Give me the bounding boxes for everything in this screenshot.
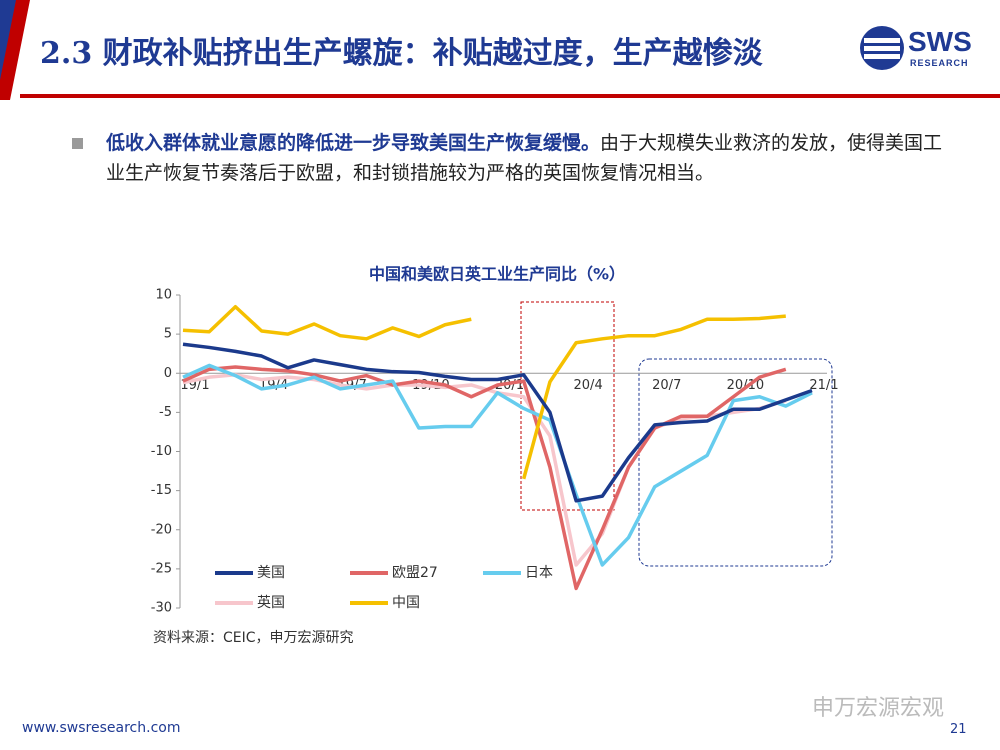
y-tick-label: -10 <box>151 444 172 459</box>
logo: SWS RESEARCH <box>858 24 988 74</box>
highlight-box <box>520 301 615 511</box>
chart: 中国和美欧日英工业生产同比（%） 资料来源：CEIC，申万宏源研究 10 5 0 -5… <box>151 265 839 647</box>
legend-label: 日本 <box>525 565 553 581</box>
bullet-marker <box>72 138 83 149</box>
y-tick-label: -20 <box>151 522 172 537</box>
header-accent <box>0 0 16 80</box>
legend-label: 英国 <box>257 594 285 611</box>
legend-label: 欧盟27 <box>392 565 438 581</box>
bullet-text: 由于大规模失业救济的发放，使得美国工业生产恢复节奏落后于欧盟，和封锁措施较为严格… <box>106 132 943 184</box>
logo-subtext: RESEARCH <box>910 58 969 68</box>
y-tick-label: 10 <box>155 288 172 303</box>
series-line <box>182 304 786 480</box>
y-tick-label: -15 <box>151 483 172 498</box>
y-tick-label: 5 <box>164 327 172 342</box>
y-tick-label: -25 <box>151 561 172 576</box>
logo-text: SWS <box>908 26 972 57</box>
bullet-bold: 低收入群体就业意愿的降低进一步导致美国生产恢复缓慢。 <box>106 132 601 154</box>
series-line <box>182 342 813 503</box>
x-tick-label: 20/7 <box>652 378 681 393</box>
header-rule <box>20 94 1000 98</box>
y-tick-label: -30 <box>151 601 172 616</box>
series-line <box>182 373 787 567</box>
chart-title: 中国和美欧日英工业生产同比（%） <box>369 265 625 284</box>
series-line <box>182 365 787 591</box>
x-tick-label: 20/4 <box>574 378 603 393</box>
source-note: 资料来源：CEIC，申万宏源研究 <box>153 630 354 646</box>
bullet: 低收入群体就业意愿的降低进一步导致美国生产恢复缓慢。由于大规模失业救济的发放，使… <box>70 128 950 188</box>
series-line <box>182 363 813 567</box>
legend-label: 中国 <box>392 595 420 611</box>
footer-url: www.swsresearch.com <box>22 720 181 736</box>
logo-icon <box>860 26 904 70</box>
legend-label: 美国 <box>257 565 285 581</box>
x-tick-label: 21/1 <box>809 378 838 393</box>
y-tick-label: 0 <box>164 366 172 381</box>
slide-title: 2.3 财政补贴挤出生产螺旋：补贴越过度，生产越惨淡 <box>40 36 763 71</box>
highlight-box <box>638 358 833 567</box>
y-tick-label: -5 <box>159 405 172 420</box>
page-number: 21 <box>950 722 967 737</box>
header-bar <box>0 0 1000 100</box>
watermark: 申万宏源宏观 <box>812 696 945 721</box>
